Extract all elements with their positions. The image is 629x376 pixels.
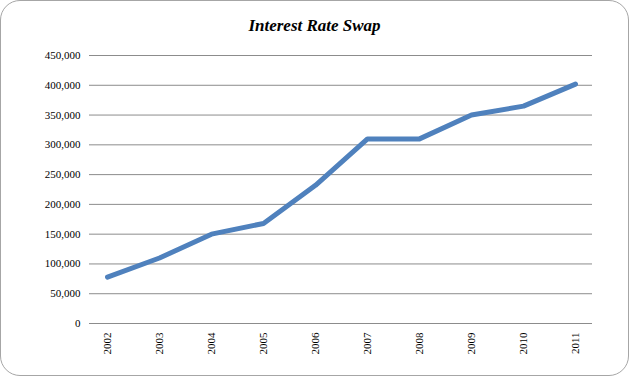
svg-text:2004: 2004 — [205, 332, 217, 355]
svg-text:450,000: 450,000 — [45, 49, 81, 61]
svg-text:50,000: 50,000 — [50, 287, 81, 299]
svg-text:350,000: 350,000 — [45, 109, 81, 121]
svg-text:150,000: 150,000 — [45, 228, 81, 240]
svg-text:400,000: 400,000 — [45, 79, 81, 91]
svg-text:2007: 2007 — [361, 332, 373, 355]
svg-text:2005: 2005 — [257, 332, 269, 355]
svg-text:2006: 2006 — [309, 332, 321, 355]
svg-text:2008: 2008 — [413, 332, 425, 355]
svg-text:0: 0 — [75, 317, 81, 329]
svg-text:2010: 2010 — [517, 332, 529, 355]
svg-text:200,000: 200,000 — [45, 198, 81, 210]
svg-text:250,000: 250,000 — [45, 168, 81, 180]
svg-text:300,000: 300,000 — [45, 138, 81, 150]
svg-text:2002: 2002 — [101, 333, 113, 355]
svg-text:2003: 2003 — [153, 332, 165, 355]
html-text:Interest Rate Swap: Interest Rate Swap — [248, 16, 381, 35]
svg-text:2009: 2009 — [465, 332, 477, 355]
svg-text:2011: 2011 — [569, 333, 581, 355]
svg-text:100,000: 100,000 — [45, 257, 81, 269]
